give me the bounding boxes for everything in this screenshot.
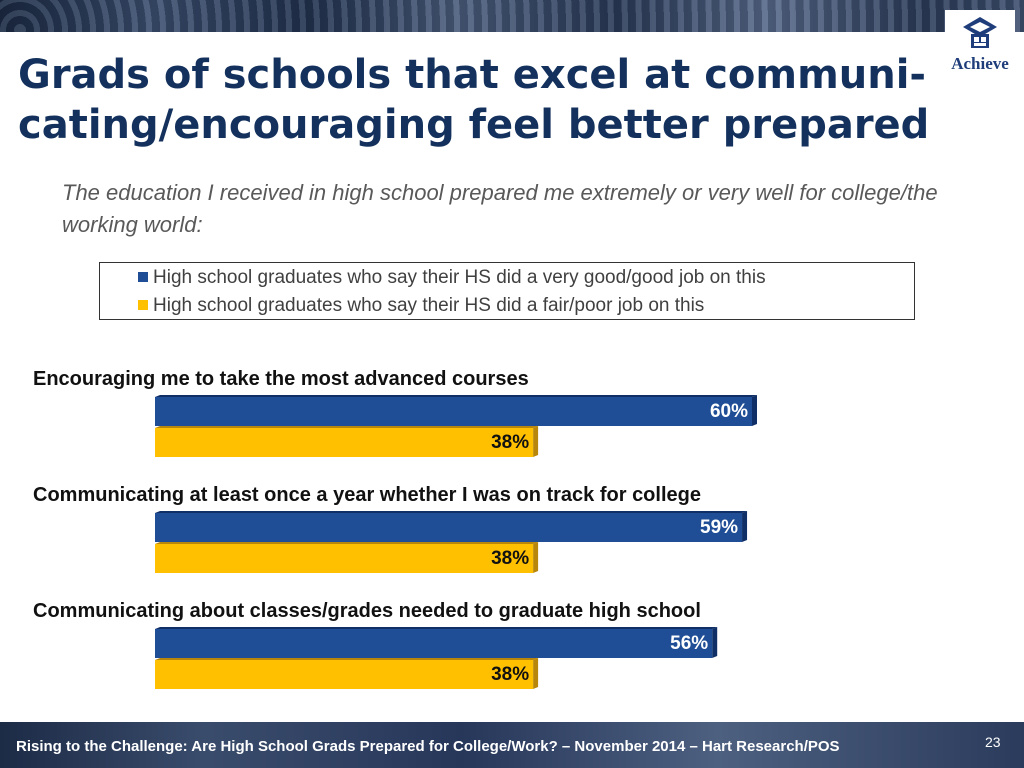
value-label-s2-c2: 38% — [491, 548, 529, 569]
bar-side-s2-c2 — [533, 542, 539, 573]
value-label-s1-c1: 60% — [710, 401, 748, 422]
bar-s2-c3 — [155, 660, 534, 689]
legend-item-good: High school graduates who say their HS d… — [138, 267, 766, 289]
legend-label-poor: High school graduates who say their HS d… — [153, 295, 705, 316]
value-label-s2-c1: 38% — [491, 432, 529, 453]
graduation-cap-icon — [963, 17, 997, 48]
achieve-logo: Achieve — [945, 10, 1015, 78]
bar-side-s1-c3 — [712, 627, 718, 658]
value-label-s1-c3: 56% — [670, 633, 708, 654]
legend-swatch-good — [138, 272, 148, 282]
bar-s1-c2 — [155, 513, 743, 542]
bar-top-s2-c3 — [155, 658, 539, 660]
bar-side-s1-c2 — [742, 511, 748, 542]
page-title: Grads of schools that excel at communi- … — [18, 50, 938, 150]
bar-top-s2-c1 — [155, 426, 539, 428]
bar-s1-c1 — [155, 397, 752, 426]
legend-label-good: High school graduates who say their HS d… — [153, 267, 766, 288]
chart-subtitle: The education I received in high school … — [62, 180, 938, 237]
bar-top-s1-c3 — [155, 627, 718, 629]
bar-side-s2-c1 — [533, 426, 539, 457]
bar-top-s1-c2 — [155, 511, 748, 513]
title-line-2: cating/encouraging feel better prepared — [18, 102, 930, 148]
category-label-3: Communicating about classes/grades neede… — [33, 600, 701, 622]
bar-s2-c2 — [155, 544, 534, 573]
chart-legend: High school graduates who say their HS d… — [99, 262, 915, 320]
bar-s2-c1 — [155, 428, 534, 457]
bar-top-s2-c2 — [155, 542, 539, 544]
bar-top-s1-c1 — [155, 395, 757, 397]
footer-citation: Rising to the Challenge: Are High School… — [16, 738, 840, 755]
footer-banner: Rising to the Challenge: Are High School… — [0, 722, 1024, 768]
value-label-s2-c3: 38% — [491, 664, 529, 685]
legend-item-poor: High school graduates who say their HS d… — [138, 295, 704, 317]
logo-text: Achieve — [951, 54, 1009, 73]
value-label-s1-c2: 59% — [700, 517, 738, 538]
header-photo-banner — [0, 0, 1024, 32]
bar-s1-c3 — [155, 629, 713, 658]
bar-side-s2-c3 — [533, 658, 539, 689]
legend-swatch-poor — [138, 300, 148, 310]
bar-side-s1-c1 — [752, 395, 757, 426]
category-label-2: Communicating at least once a year wheth… — [33, 484, 701, 506]
bar-chart: Encouraging me to take the most advanced… — [33, 368, 757, 689]
page-number: 23 — [985, 734, 1001, 750]
title-line-1: Grads of schools that excel at communi- — [18, 52, 927, 98]
category-label-1: Encouraging me to take the most advanced… — [33, 368, 529, 390]
